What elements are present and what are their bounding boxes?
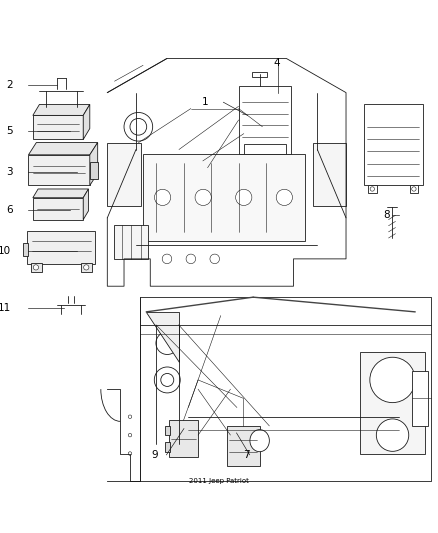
Polygon shape — [83, 189, 88, 220]
Bar — [410, 184, 418, 193]
Circle shape — [276, 189, 293, 206]
Bar — [81, 263, 92, 272]
Bar — [28, 155, 90, 185]
Circle shape — [155, 189, 171, 206]
Bar — [166, 426, 170, 435]
Text: 9: 9 — [151, 450, 158, 460]
Bar — [114, 225, 148, 259]
Bar — [360, 352, 425, 454]
Bar — [313, 143, 346, 206]
Circle shape — [161, 374, 174, 386]
Text: 6: 6 — [7, 205, 13, 215]
Polygon shape — [90, 142, 98, 185]
Bar — [227, 426, 260, 466]
Bar — [368, 184, 377, 193]
Circle shape — [156, 332, 179, 354]
Text: 8: 8 — [383, 210, 390, 220]
Bar — [412, 371, 428, 426]
Polygon shape — [33, 189, 88, 198]
Text: 4: 4 — [274, 58, 280, 68]
Polygon shape — [83, 104, 90, 140]
Bar — [107, 143, 141, 206]
Bar — [90, 163, 98, 179]
Bar — [166, 442, 170, 451]
Bar — [143, 154, 305, 241]
Polygon shape — [146, 312, 179, 361]
Circle shape — [186, 254, 196, 264]
Ellipse shape — [250, 430, 269, 451]
Circle shape — [128, 452, 132, 455]
Bar — [27, 231, 95, 264]
Text: 5: 5 — [7, 126, 13, 136]
Circle shape — [128, 433, 132, 437]
Circle shape — [318, 164, 344, 190]
Circle shape — [370, 187, 374, 191]
Text: 2011 Jeep Patriot: 2011 Jeep Patriot — [189, 478, 249, 484]
Circle shape — [128, 415, 132, 418]
Bar — [239, 86, 291, 154]
Text: 1: 1 — [201, 97, 208, 107]
Circle shape — [236, 189, 252, 206]
Circle shape — [33, 265, 39, 270]
Circle shape — [84, 265, 89, 270]
Text: 11: 11 — [0, 303, 11, 313]
Text: 2: 2 — [7, 80, 13, 90]
Circle shape — [210, 254, 219, 264]
Text: 3: 3 — [7, 167, 13, 177]
Circle shape — [154, 367, 180, 393]
Bar — [33, 115, 83, 140]
Bar — [244, 144, 286, 154]
Circle shape — [130, 118, 147, 135]
Bar — [169, 421, 198, 457]
Bar — [23, 243, 28, 256]
Polygon shape — [33, 104, 90, 115]
Bar — [252, 72, 268, 77]
Circle shape — [110, 164, 136, 190]
Circle shape — [162, 254, 172, 264]
Circle shape — [370, 357, 415, 402]
Circle shape — [412, 187, 416, 191]
Polygon shape — [28, 142, 98, 155]
Bar — [33, 198, 83, 220]
Circle shape — [117, 171, 129, 183]
Bar — [31, 263, 42, 272]
Text: 7: 7 — [243, 450, 250, 460]
Circle shape — [376, 419, 409, 451]
Bar — [364, 104, 423, 185]
Circle shape — [195, 189, 211, 206]
Circle shape — [124, 112, 153, 141]
Text: 10: 10 — [0, 246, 11, 256]
Circle shape — [325, 171, 336, 183]
